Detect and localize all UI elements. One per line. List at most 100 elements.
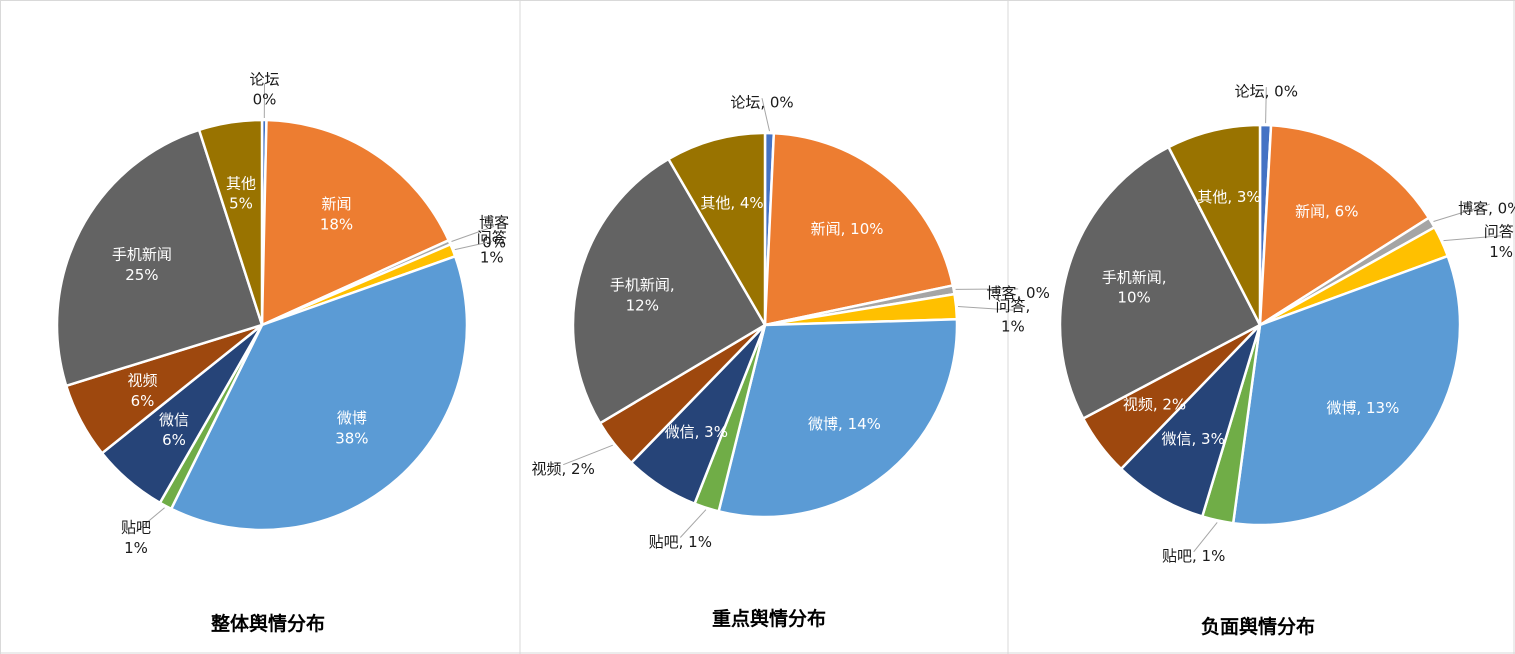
leader-line [451,225,495,242]
leader-line [957,306,1013,311]
slice-value: 6% [162,431,186,449]
slice-label: 视频, 2% [1123,396,1186,414]
slice-label: 博客 0% [479,213,509,251]
slice-label: 问答, 1% [1484,223,1515,261]
slice-label: 视频, 2% [532,460,595,478]
slice-value: 12% [626,296,659,314]
slice-name: 手机新闻 [112,246,172,264]
slice-label: 论坛, 0% [730,93,793,111]
slice-label: 论坛, 0% [1235,82,1298,100]
slice-label: 贴吧, 1% [1162,547,1225,565]
leader-line [1433,203,1490,222]
slice-name-value: 新闻, 10% [811,220,884,238]
slice-name-value: 论坛, 0% [730,93,793,111]
slice-value: 0% [482,234,506,252]
pie-chart-negative: 论坛, 0% 新闻, 6% 博客, 0% 问答, 1% 微博, 13% 贴吧, 1% 微信, … [1058,82,1515,638]
slice-name-value: 微信, 3% [1162,430,1225,448]
leader-line [1265,87,1267,124]
leader-line [955,288,1019,290]
slice-label: 微博, 13% [1326,399,1399,417]
slice-value: 25% [125,266,158,284]
slice-label: 微博 38% [335,409,368,447]
pie-slice-9 [571,157,767,425]
slice-name: 其他 [226,174,256,192]
slice-name: 微信 [159,411,189,429]
slice-label: 贴吧, 1% [649,533,712,551]
pie-slice-10 [667,131,767,327]
slice-name-value: 其他, 4% [700,194,763,212]
pie-slice-10 [197,118,264,327]
slice-label: 微博, 14% [808,415,881,433]
leader-line [563,444,613,466]
pie-slice-5 [717,318,959,519]
slice-name: 新闻 [321,195,351,213]
leader-line [454,240,492,251]
slice-label: 手机新闻, 12% [610,276,675,314]
pie-slice-9 [55,128,264,388]
pie-slice-2 [260,118,450,327]
pie-slice-10 [1167,123,1262,327]
slice-label: 新闻 18% [320,195,353,233]
slice-name: 博客 [479,213,509,231]
slice-label: 其他 5% [226,174,256,212]
pie-chart-overall: 论坛 0%新闻 18% 博客 0%问答 1%微博 38%贴吧 1%微信 6%视频 6%手机新闻 25… [55,70,509,635]
slice-value: 6% [131,392,155,410]
slice-label: 其他, 4% [700,194,763,212]
leader-line [1443,235,1502,242]
slice-name: 问答, [1484,223,1515,241]
slice-value: 5% [229,195,253,213]
slice-value: 1% [1489,243,1513,261]
slice-name: 论坛 [249,70,279,88]
slice-name-value: 博客, 0% [987,284,1050,302]
slice-name: 手机新闻, [610,276,675,294]
slice-label: 手机新闻, 10% [1102,268,1167,306]
slice-label: 新闻, 6% [1295,202,1358,220]
pie-slice-2 [1258,124,1431,327]
slice-name: 贴吧 [121,519,151,537]
slice-label: 博客, 0% [1458,199,1515,217]
leader-line [679,509,707,538]
slice-name-value: 微博, 13% [1326,399,1399,417]
slice-value: 10% [1117,289,1150,307]
slice-label: 微信 6% [159,411,189,449]
pie-slice-7 [1119,323,1262,518]
pie-slice-5 [1231,254,1462,527]
slice-name-value: 其他, 3% [1197,188,1260,206]
slice-value: 38% [335,429,368,447]
slice-label: 贴吧 1% [121,519,151,557]
chart-title: 重点舆情分布 [712,607,826,630]
slice-name-value: 微信, 3% [665,423,728,441]
slice-value: 18% [320,215,353,233]
slice-name-value: 微博, 14% [808,415,881,433]
slice-label: 问答, 1% [996,297,1031,335]
slice-name-value: 贴吧, 1% [649,533,712,551]
pie-slice-2 [763,131,955,327]
chart-title: 整体舆情分布 [211,612,325,635]
slice-name-value: 视频, 2% [532,460,595,478]
slice-label: 手机新闻 25% [112,246,172,284]
slice-value: 1% [1001,317,1025,335]
slice-name: 微博 [337,409,367,427]
leader-line [761,98,770,132]
slice-name-value: 视频, 2% [1123,396,1186,414]
leader-line [1193,522,1218,553]
chart-title: 负面舆情分布 [1201,615,1315,638]
slice-name-value: 博客, 0% [1458,199,1515,217]
slice-name: 视频 [127,372,157,390]
slice-value: 0% [253,91,277,109]
slice-label: 微信, 3% [665,423,728,441]
slice-label: 问答 1% [477,228,507,266]
slice-name: 手机新闻, [1102,268,1167,286]
slice-label: 微信, 3% [1162,430,1225,448]
slice-name-value: 贴吧, 1% [1162,547,1225,565]
slice-label: 论坛 0% [249,70,279,108]
pie-slice-5 [170,255,469,532]
slice-name-value: 新闻, 6% [1295,202,1358,220]
slice-label: 新闻, 10% [811,220,884,238]
slice-label: 视频 6% [127,372,157,410]
slice-name: 问答 [477,228,507,246]
slice-label: 博客, 0% [987,284,1050,302]
slice-value: 1% [124,539,148,557]
